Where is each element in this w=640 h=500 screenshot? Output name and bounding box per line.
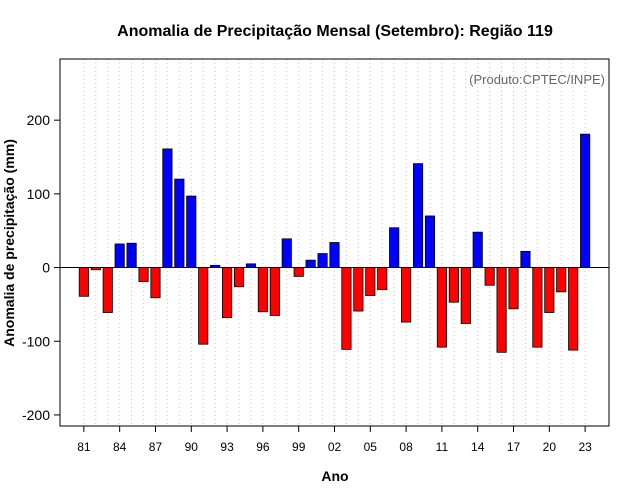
bar-1989: [174, 178, 185, 268]
x-tick-label: 93: [220, 440, 234, 454]
x-tick-label: 08: [399, 440, 413, 454]
bar-1983: [102, 267, 113, 313]
bar-2023: [580, 133, 591, 268]
y-tick-label: 200: [27, 112, 51, 128]
bar-2008: [401, 267, 412, 323]
bar-2013: [460, 267, 471, 324]
y-axis: -200 -100 0 100 200: [22, 112, 60, 423]
bar-1986: [138, 267, 149, 282]
bar-1995: [245, 263, 257, 268]
y-tick-label: 0: [42, 260, 50, 276]
bar-1998: [281, 238, 292, 268]
y-tick-label: -200: [22, 407, 50, 423]
bar-2002: [329, 242, 340, 268]
bar-2009: [412, 163, 424, 268]
bar-2004: [353, 267, 364, 312]
x-tick-label: 20: [543, 440, 557, 454]
bar-2000: [305, 259, 316, 268]
bar-2001: [317, 253, 328, 268]
x-tick-label: 99: [292, 440, 306, 454]
x-tick-label: 02: [328, 440, 342, 454]
bar-2011: [436, 267, 447, 348]
y-tick-label: 100: [27, 186, 51, 202]
bar-2012: [448, 267, 459, 303]
bar-1985: [126, 242, 137, 268]
bar-2022: [568, 267, 579, 351]
y-tick-label: -100: [22, 333, 50, 349]
bar-2019: [532, 267, 543, 348]
bar-1984: [114, 243, 125, 268]
x-tick-label: 23: [578, 440, 592, 454]
bar-2014: [472, 231, 483, 268]
y-axis-label: Anomalia de precipitação (mm): [1, 139, 17, 347]
bar-2007: [389, 227, 400, 268]
bar-2018: [520, 250, 531, 268]
bar-2015: [484, 267, 495, 286]
bar-1990: [186, 195, 197, 268]
bar-2021: [556, 267, 567, 293]
bar-1999: [293, 267, 304, 277]
product-credit: (Produto:CPTEC/INPE): [469, 72, 605, 87]
x-tick-label: 17: [507, 440, 521, 454]
x-tick-label: 90: [185, 440, 199, 454]
bar-1981: [78, 267, 89, 297]
x-tick-label: 11: [436, 440, 449, 454]
bar-1987: [150, 267, 161, 299]
bar-1997: [269, 267, 280, 316]
x-tick-label: 14: [471, 440, 485, 454]
x-tick-label: 96: [256, 440, 270, 454]
chart-title: Anomalia de Precipitação Mensal (Setembr…: [117, 23, 553, 40]
x-tick-label: 87: [149, 440, 163, 454]
bar-2003: [341, 267, 352, 350]
x-axis: 81 84 87 90 93 96 99 02 05 08 11 14 17 20 23: [77, 426, 592, 454]
x-tick-label: 81: [77, 440, 91, 454]
bar-1996: [257, 267, 268, 313]
bar-2010: [424, 215, 436, 268]
bar-2017: [508, 267, 519, 310]
bar-1988: [162, 148, 173, 268]
bar-1991: [198, 267, 209, 345]
x-tick-label: 05: [364, 440, 378, 454]
bar-2005: [365, 267, 376, 296]
x-tick-label: 84: [113, 440, 127, 454]
bar-2020: [544, 267, 555, 313]
bar-1994: [233, 267, 245, 288]
bar-2006: [377, 267, 388, 291]
bar-1993: [222, 267, 233, 319]
x-axis-label: Ano: [321, 468, 348, 484]
bar-2016: [496, 267, 507, 353]
